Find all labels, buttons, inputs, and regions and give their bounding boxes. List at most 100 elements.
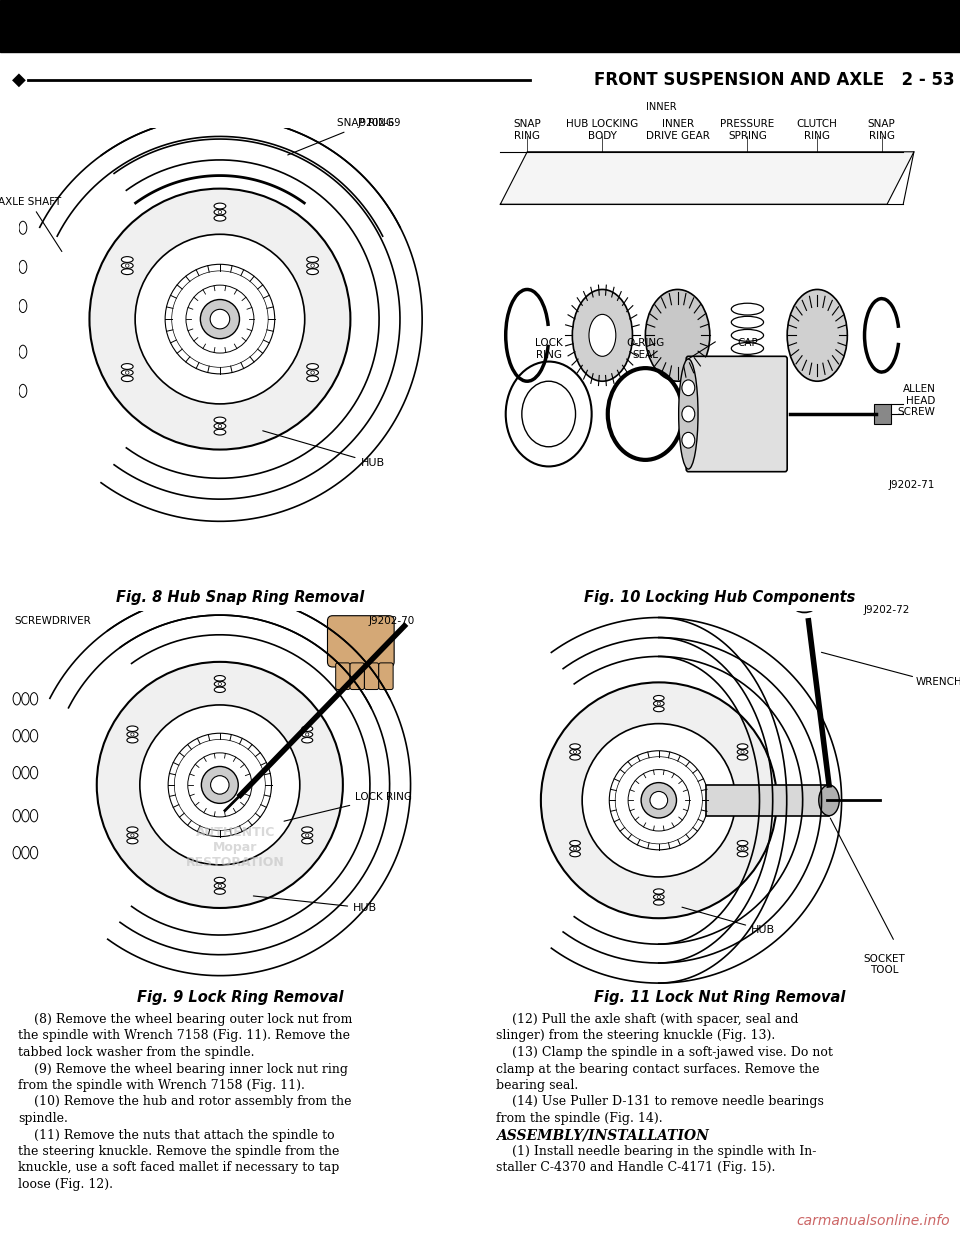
FancyBboxPatch shape [686, 356, 787, 472]
Ellipse shape [654, 696, 664, 700]
Text: (14) Use Puller D-131 to remove needle bearings: (14) Use Puller D-131 to remove needle b… [496, 1095, 824, 1109]
Ellipse shape [214, 682, 226, 687]
Ellipse shape [214, 430, 226, 435]
Circle shape [311, 371, 314, 374]
Circle shape [650, 791, 667, 809]
Circle shape [97, 662, 343, 908]
Circle shape [582, 724, 735, 877]
Circle shape [131, 733, 134, 737]
Circle shape [658, 702, 660, 705]
Circle shape [540, 682, 777, 918]
Ellipse shape [1, 221, 9, 235]
Text: tabbed lock washer from the spindle.: tabbed lock washer from the spindle. [18, 1046, 254, 1059]
Ellipse shape [10, 299, 17, 313]
Ellipse shape [569, 749, 581, 755]
Ellipse shape [19, 384, 27, 397]
Circle shape [210, 776, 229, 794]
Text: from the spindle with Wrench 7158 (Fig. 11).: from the spindle with Wrench 7158 (Fig. … [18, 1079, 305, 1092]
Ellipse shape [793, 599, 816, 612]
Ellipse shape [468, 748, 476, 759]
Ellipse shape [732, 329, 763, 342]
Ellipse shape [306, 268, 319, 274]
Circle shape [641, 782, 677, 818]
Circle shape [741, 750, 744, 754]
Text: Fig. 11 Lock Nut Ring Removal: Fig. 11 Lock Nut Ring Removal [594, 990, 846, 1005]
Text: spindle.: spindle. [18, 1112, 68, 1125]
Circle shape [682, 432, 695, 448]
Text: loose (Fig. 12).: loose (Fig. 12). [18, 1177, 113, 1191]
Ellipse shape [10, 384, 17, 397]
Bar [875, 404, 892, 425]
Ellipse shape [569, 846, 581, 851]
Ellipse shape [654, 700, 664, 707]
Text: INNER
DRIVE GEAR: INNER DRIVE GEAR [646, 119, 709, 140]
Ellipse shape [214, 889, 226, 894]
Text: staller C-4370 and Handle C-4171 (Fig. 15).: staller C-4370 and Handle C-4171 (Fig. 1… [496, 1161, 776, 1175]
Ellipse shape [121, 364, 133, 369]
Ellipse shape [1, 261, 9, 273]
Ellipse shape [301, 832, 313, 838]
Text: WRENCH: WRENCH [915, 677, 960, 687]
Polygon shape [500, 152, 914, 204]
Ellipse shape [461, 782, 468, 795]
Text: SNAP
RING: SNAP RING [514, 119, 541, 140]
Ellipse shape [31, 693, 37, 705]
Ellipse shape [22, 729, 29, 741]
FancyBboxPatch shape [336, 663, 350, 689]
Circle shape [682, 406, 695, 422]
Ellipse shape [31, 810, 37, 822]
Ellipse shape [22, 810, 29, 822]
Ellipse shape [19, 345, 27, 358]
Ellipse shape [127, 727, 138, 732]
Text: HUB: HUB [253, 895, 377, 913]
Text: (11) Remove the nuts that attach the spindle to: (11) Remove the nuts that attach the spi… [18, 1129, 335, 1141]
Ellipse shape [10, 345, 17, 358]
Text: FRONT SUSPENSION AND AXLE   2 - 53: FRONT SUSPENSION AND AXLE 2 - 53 [594, 71, 955, 89]
Circle shape [131, 833, 134, 837]
Ellipse shape [13, 729, 20, 741]
Circle shape [218, 884, 222, 888]
Ellipse shape [569, 755, 581, 760]
Text: J9202-70: J9202-70 [369, 616, 415, 626]
Ellipse shape [214, 417, 226, 422]
Text: J9202-72: J9202-72 [864, 605, 910, 616]
Ellipse shape [127, 827, 138, 832]
Ellipse shape [10, 221, 17, 235]
Text: SOCKET
TOOL: SOCKET TOOL [864, 954, 905, 975]
Text: HUB LOCKING
BODY: HUB LOCKING BODY [566, 119, 638, 140]
Text: ASSEMBLY/INSTALLATION: ASSEMBLY/INSTALLATION [496, 1129, 708, 1143]
Text: J9202-69: J9202-69 [357, 118, 400, 128]
Ellipse shape [1, 299, 9, 313]
Ellipse shape [31, 766, 37, 779]
Text: ALLEN
HEAD
SCREW: ALLEN HEAD SCREW [898, 384, 935, 417]
Ellipse shape [787, 289, 848, 381]
Ellipse shape [214, 676, 226, 681]
Ellipse shape [31, 847, 37, 858]
Ellipse shape [737, 841, 748, 846]
Ellipse shape [732, 343, 763, 354]
Circle shape [218, 682, 222, 686]
Ellipse shape [19, 261, 27, 273]
Ellipse shape [645, 289, 709, 381]
Ellipse shape [22, 847, 29, 858]
Circle shape [89, 189, 350, 450]
Ellipse shape [1, 384, 9, 397]
Text: O-RING
SEAL: O-RING SEAL [626, 338, 664, 360]
Text: HUB: HUB [263, 431, 385, 468]
Ellipse shape [461, 859, 468, 871]
Circle shape [201, 299, 239, 339]
Ellipse shape [477, 823, 484, 836]
Ellipse shape [654, 707, 664, 712]
Circle shape [135, 235, 304, 404]
Ellipse shape [306, 257, 319, 262]
Circle shape [573, 750, 577, 754]
Ellipse shape [468, 712, 476, 724]
Circle shape [218, 425, 222, 427]
Ellipse shape [1, 345, 9, 358]
Text: (10) Remove the hub and rotor assembly from the: (10) Remove the hub and rotor assembly f… [18, 1095, 351, 1109]
Ellipse shape [10, 261, 17, 273]
Text: LOCK RING: LOCK RING [284, 792, 412, 821]
Ellipse shape [31, 729, 37, 741]
Ellipse shape [589, 314, 615, 356]
Bar [0, 0, 960, 52]
